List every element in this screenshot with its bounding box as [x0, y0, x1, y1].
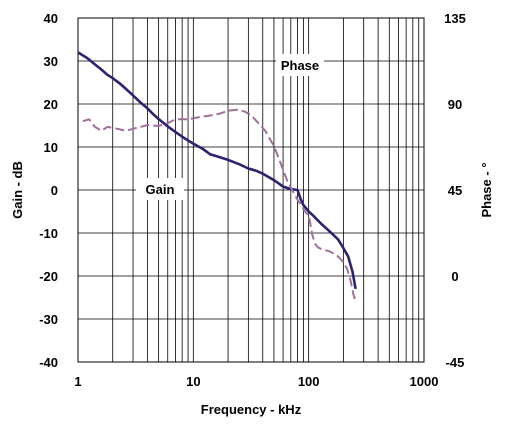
phase-annotation-background [276, 54, 324, 76]
y-tick-label: 30 [44, 54, 58, 69]
y-tick-label: 40 [44, 11, 58, 26]
y-tick-label: 10 [44, 140, 58, 155]
y-tick-label: 20 [44, 97, 58, 112]
grid-lines [78, 18, 424, 362]
y-tick-label: -20 [39, 269, 58, 284]
x-tick-label: 1 [74, 374, 81, 389]
series-phase-line [82, 108, 357, 302]
y-tick-label: -40 [39, 355, 58, 370]
data-series [77, 51, 357, 302]
series-gain-line [77, 51, 357, 290]
x-axis-title: Frequency - kHz [201, 402, 302, 417]
plot-frame [77, 17, 425, 363]
y-tick-label: 0 [51, 183, 58, 198]
gain-annotation-background [136, 178, 184, 200]
y2-axis-title: Phase - ° [479, 162, 494, 217]
y-tick-label: -10 [39, 226, 58, 241]
tick-labels: 1 10 100 1000403020100-10-20-30-4013590450-… [39, 11, 466, 389]
y2-tick-label: 45 [448, 183, 462, 198]
y2-tick-label: -45 [446, 355, 465, 370]
y-tick-label: -30 [39, 312, 58, 327]
x-tick-label: 1000 [410, 374, 439, 389]
y-axis-title: Gain - dB [10, 161, 25, 219]
y2-tick-label: 0 [451, 269, 458, 284]
y2-tick-label: 135 [444, 11, 466, 26]
x-tick-label: 100 [298, 374, 320, 389]
x-tick-label: 10 [186, 374, 200, 389]
y2-tick-label: 90 [448, 97, 462, 112]
gain-annotation: Gain [146, 182, 175, 197]
phase-annotation: Phase [281, 58, 319, 73]
